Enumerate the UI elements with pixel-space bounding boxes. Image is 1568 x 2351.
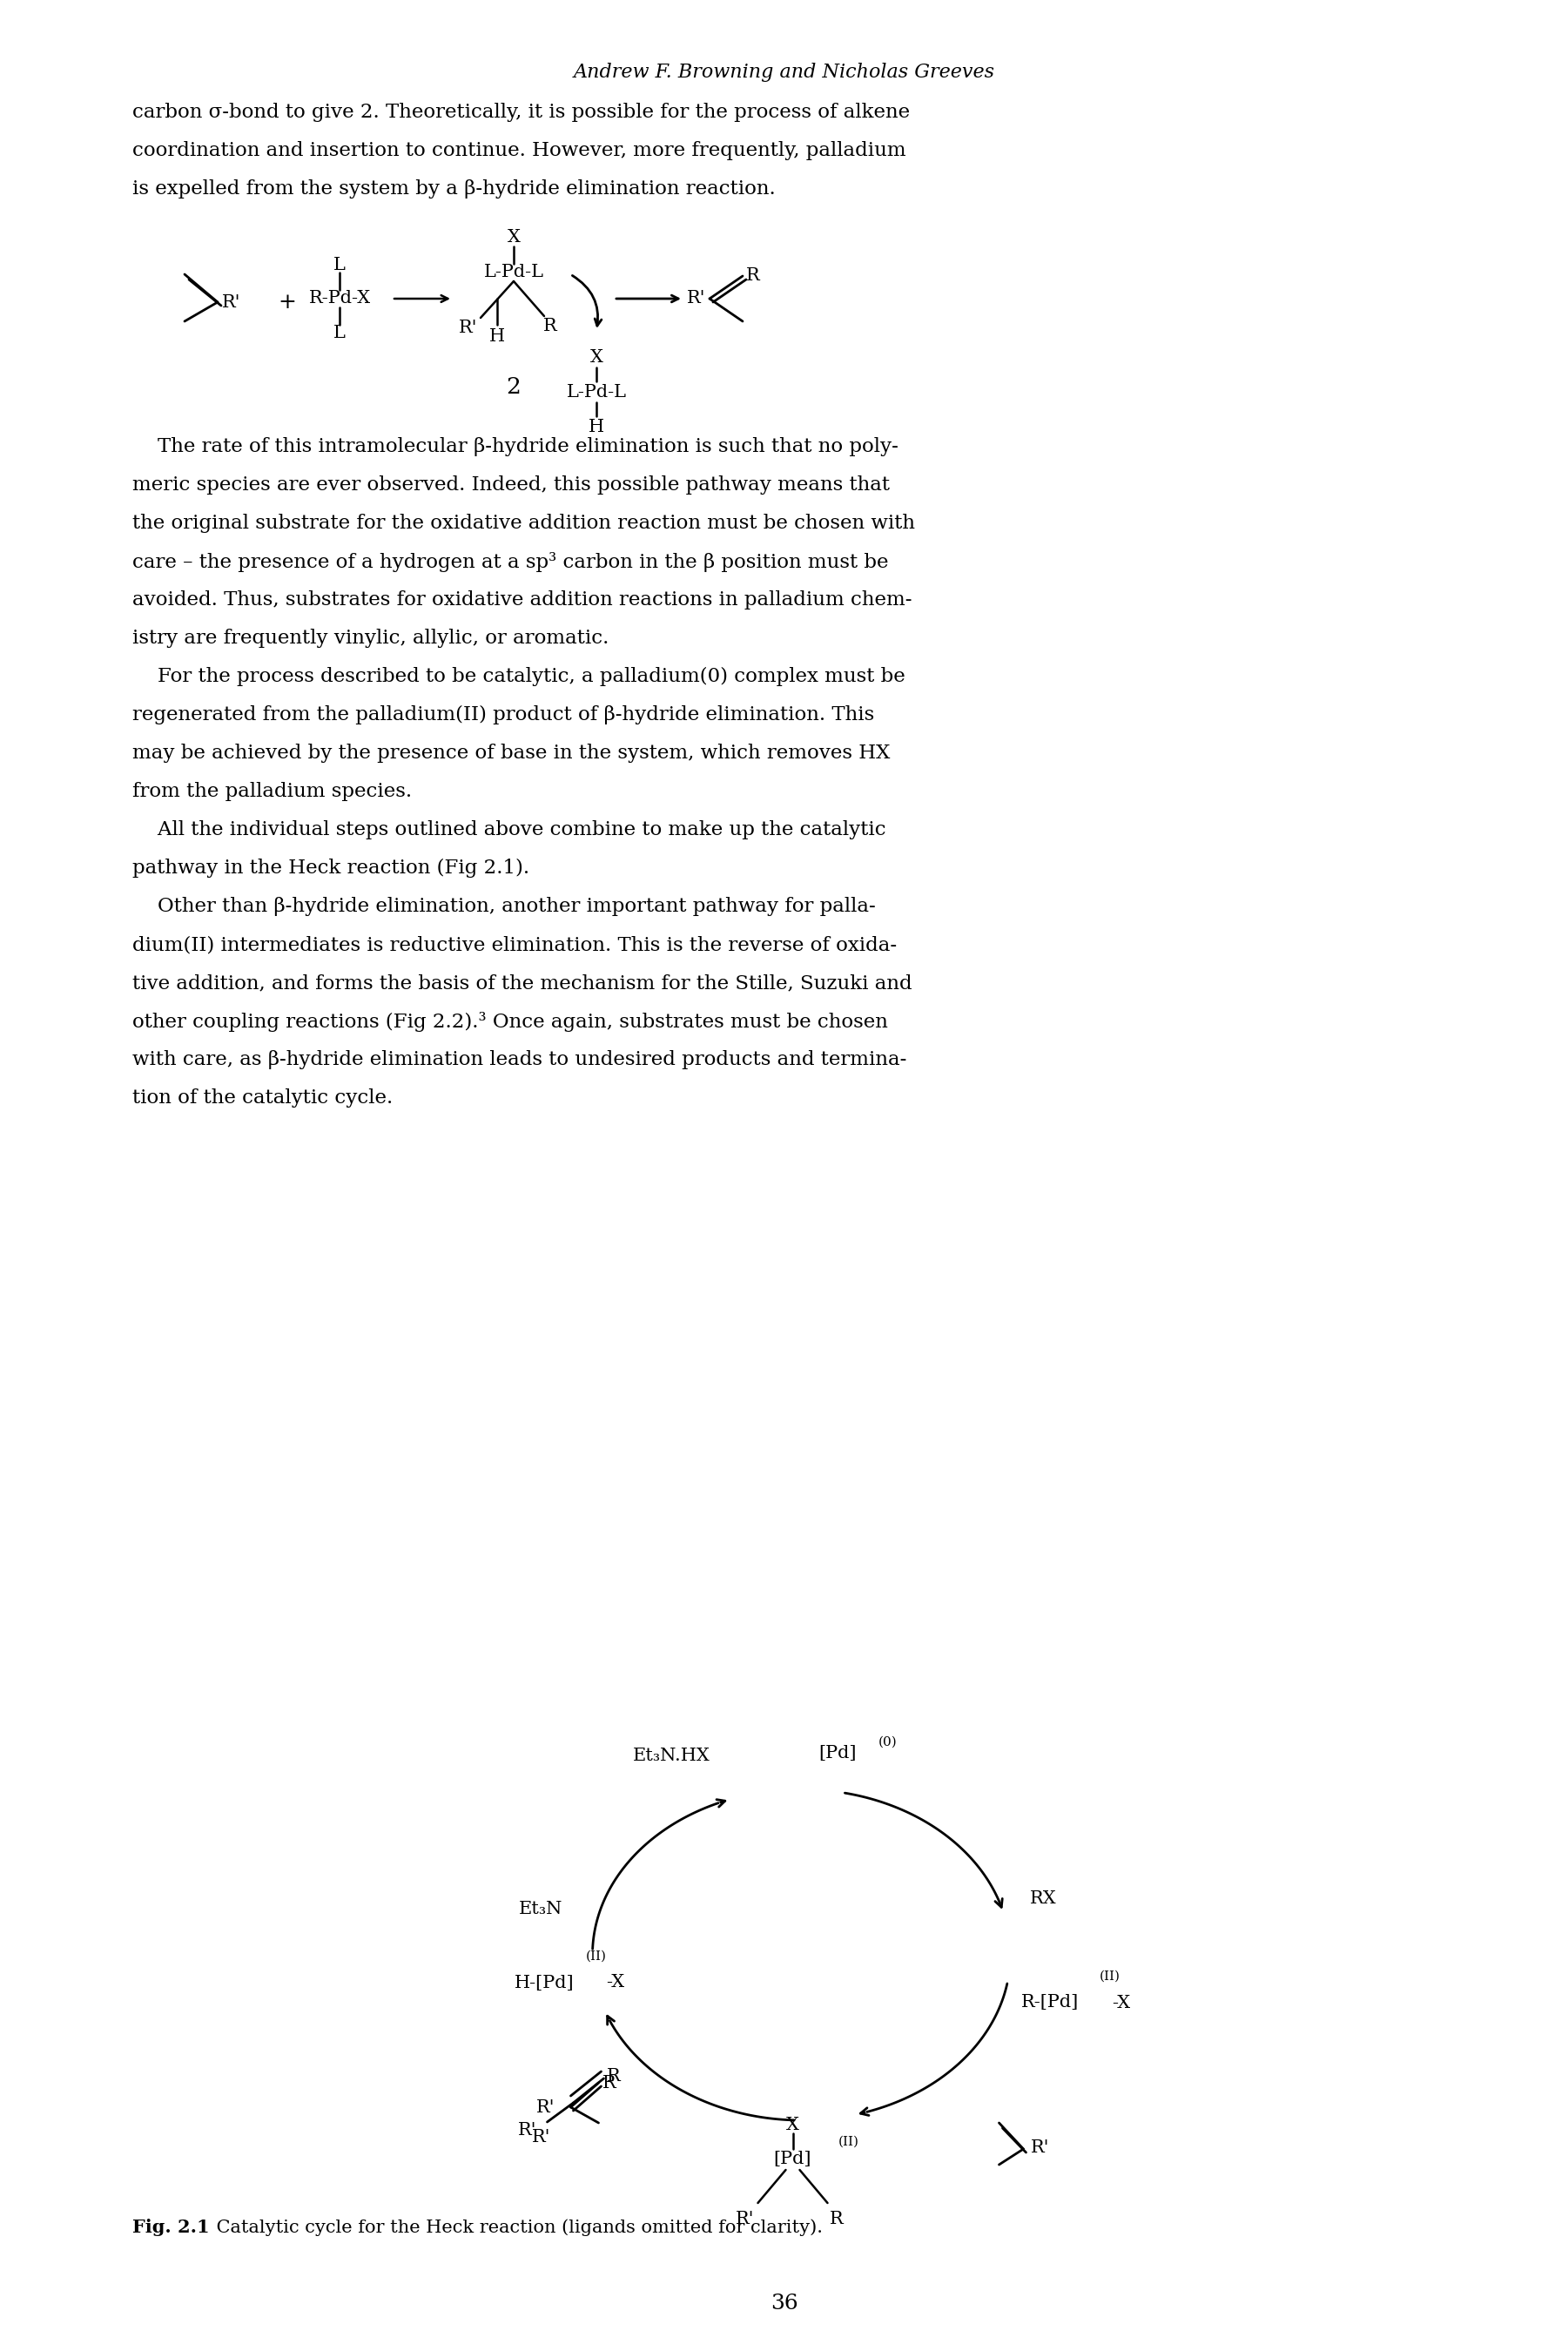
Text: with care, as β-hydride elimination leads to undesired products and termina-: with care, as β-hydride elimination lead… [132, 1051, 906, 1070]
Text: pathway in the Heck reaction (Fig 2.1).: pathway in the Heck reaction (Fig 2.1). [132, 858, 530, 877]
Text: regenerated from the palladium(II) product of β-hydride elimination. This: regenerated from the palladium(II) produ… [132, 705, 875, 724]
Text: R': R' [735, 2210, 754, 2226]
Text: coordination and insertion to continue. However, more frequently, palladium: coordination and insertion to continue. … [132, 141, 906, 160]
Text: (II): (II) [1099, 1970, 1120, 1982]
Text: All the individual steps outlined above combine to make up the catalytic: All the individual steps outlined above … [132, 820, 886, 839]
Text: R: R [829, 2210, 844, 2226]
Text: -X: -X [1112, 1994, 1131, 2010]
Text: R': R' [532, 2130, 550, 2146]
Text: from the palladium species.: from the palladium species. [132, 783, 412, 802]
Text: R': R' [1030, 2139, 1049, 2156]
Text: RX: RX [1030, 1890, 1057, 1907]
Text: (II): (II) [837, 2137, 859, 2149]
Text: [Pd]: [Pd] [773, 2151, 812, 2168]
Text: carbon σ-bond to give 2. Theoretically, it is possible for the process of alkene: carbon σ-bond to give 2. Theoretically, … [132, 103, 909, 122]
Text: R': R' [687, 292, 706, 308]
Text: X: X [590, 348, 602, 364]
Text: tive addition, and forms the basis of the mechanism for the Stille, Suzuki and: tive addition, and forms the basis of th… [132, 973, 913, 992]
Text: R-[Pd]: R-[Pd] [1021, 1994, 1079, 2010]
Text: is expelled from the system by a β-hydride elimination reaction.: is expelled from the system by a β-hydri… [132, 179, 776, 197]
Text: X: X [786, 2116, 800, 2132]
Text: +: + [278, 292, 296, 313]
Text: [Pd]: [Pd] [818, 1744, 856, 1761]
Text: Et₃N.HX: Et₃N.HX [633, 1749, 710, 1766]
Text: 2: 2 [506, 376, 521, 397]
Text: (II): (II) [585, 1951, 607, 1963]
Text: R: R [602, 2074, 616, 2090]
Text: -X: -X [607, 1975, 624, 1991]
Text: L: L [334, 324, 345, 341]
Text: R-Pd-X: R-Pd-X [309, 292, 370, 308]
Text: L-Pd-L: L-Pd-L [566, 383, 627, 400]
Text: For the process described to be catalytic, a palladium(0) complex must be: For the process described to be catalyti… [132, 668, 905, 686]
Text: H: H [489, 329, 505, 346]
Text: dium(II) intermediates is reductive elimination. This is the reverse of oxida-: dium(II) intermediates is reductive elim… [132, 936, 897, 955]
Text: Et₃N: Et₃N [519, 1902, 563, 1918]
Text: (0): (0) [878, 1737, 897, 1749]
Text: Fig. 2.1: Fig. 2.1 [132, 2219, 210, 2236]
Text: R': R' [223, 294, 241, 310]
Text: X: X [506, 230, 521, 247]
Text: tion of the catalytic cycle.: tion of the catalytic cycle. [132, 1089, 394, 1107]
Text: H-[Pd]: H-[Pd] [514, 1975, 574, 1991]
Text: R': R' [517, 2123, 536, 2139]
Text: care – the presence of a hydrogen at a sp³ carbon in the β position must be: care – the presence of a hydrogen at a s… [132, 552, 889, 571]
Text: may be achieved by the presence of base in the system, which removes HX: may be achieved by the presence of base … [132, 743, 891, 762]
Text: R': R' [536, 2099, 555, 2116]
Text: L-Pd-L: L-Pd-L [483, 263, 544, 280]
Text: R: R [746, 268, 760, 284]
Text: H: H [588, 418, 604, 435]
Text: The rate of this intramolecular β-hydride elimination is such that no poly-: The rate of this intramolecular β-hydrid… [132, 437, 898, 456]
Text: R: R [607, 2069, 619, 2085]
Text: Other than β-hydride elimination, another important pathway for palla-: Other than β-hydride elimination, anothe… [132, 896, 875, 917]
Text: R: R [544, 317, 557, 334]
Text: R': R' [459, 320, 478, 336]
Text: Andrew F. Browning and Nicholas Greeves: Andrew F. Browning and Nicholas Greeves [574, 63, 994, 82]
Text: istry are frequently vinylic, allylic, or aromatic.: istry are frequently vinylic, allylic, o… [132, 628, 608, 649]
Text: Catalytic cycle for the Heck reaction (ligands omitted for clarity).: Catalytic cycle for the Heck reaction (l… [210, 2219, 823, 2236]
Text: avoided. Thus, substrates for oxidative addition reactions in palladium chem-: avoided. Thus, substrates for oxidative … [132, 590, 913, 609]
Text: 36: 36 [770, 2292, 798, 2313]
Text: meric species are ever observed. Indeed, this possible pathway means that: meric species are ever observed. Indeed,… [132, 475, 889, 494]
Text: the original substrate for the oxidative addition reaction must be chosen with: the original substrate for the oxidative… [132, 515, 916, 534]
Text: L: L [334, 256, 345, 273]
Text: other coupling reactions (Fig 2.2).³ Once again, substrates must be chosen: other coupling reactions (Fig 2.2).³ Onc… [132, 1011, 887, 1032]
